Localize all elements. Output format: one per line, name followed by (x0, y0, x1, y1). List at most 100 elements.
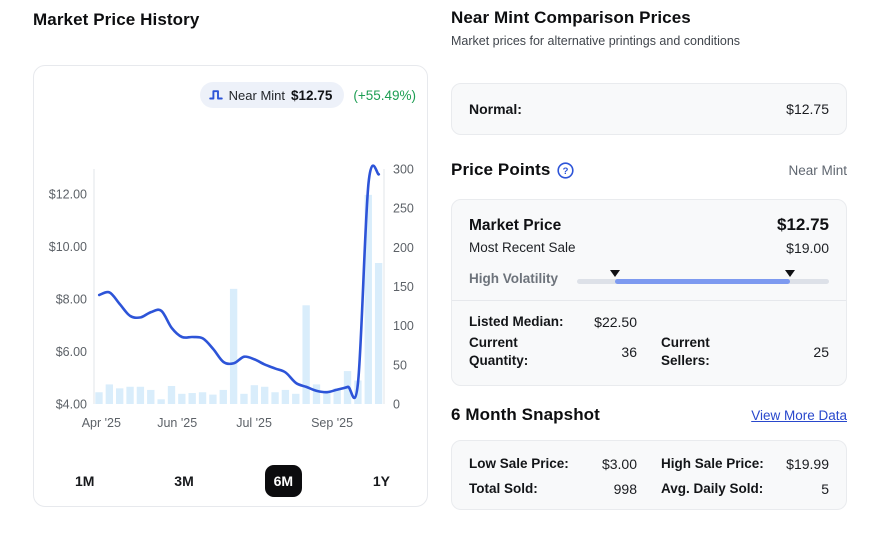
comparison-title: Near Mint Comparison Prices (451, 8, 691, 27)
total-sold-value: 998 (613, 481, 637, 498)
condition-label: Near Mint (788, 162, 847, 178)
volume-bar (116, 388, 124, 404)
volume-bar (95, 392, 103, 404)
page-title: Market Price History (33, 10, 200, 29)
y-left-tick: $6.00 (56, 345, 87, 359)
y-left-tick: $10.00 (49, 240, 87, 254)
volume-bar (312, 384, 321, 404)
y-right-tick: 0 (393, 398, 400, 412)
volatility-slider (577, 269, 829, 286)
range-button-1y[interactable]: 1Y (364, 465, 399, 497)
x-tick: Sep '25 (311, 416, 353, 430)
price-points-stats: Listed Median: $22.50 Current Quantity: … (469, 313, 829, 371)
volume-bar (147, 389, 155, 404)
y-left-tick: $4.00 (56, 398, 87, 412)
time-range-selector: 1M 3M 6M 1Y (34, 464, 427, 498)
x-tick: Jul '25 (236, 416, 272, 430)
volume-bar (271, 392, 279, 404)
range-button-3m[interactable]: 3M (165, 465, 202, 497)
comparison-and-stats-section: Near Mint Comparison Prices Market price… (451, 0, 847, 534)
normal-label: Normal: (469, 101, 522, 117)
question-circle-icon[interactable]: ? (557, 161, 575, 179)
chart-legend: Near Mint $12.75 (+55.49%) (199, 82, 416, 108)
volume-bar (209, 394, 217, 404)
volume-bar (302, 305, 310, 404)
current-sellers-label: Current Sellers: (661, 335, 710, 369)
price-history-card: Near Mint $12.75 (+55.49%) $12.00 $10.00 $… (33, 65, 428, 507)
y-right-tick: 250 (393, 202, 414, 216)
volume-bar (126, 386, 134, 404)
x-tick: Jun '25 (157, 416, 197, 430)
price-line (97, 164, 381, 400)
current-quantity-label: Current Quantity: (469, 335, 529, 369)
range-button-6m[interactable]: 6M (264, 465, 303, 497)
volatility-label: High Volatility (469, 271, 559, 286)
y-left-tick: $12.00 (49, 187, 87, 201)
snapshot-header: 6 Month Snapshot View More Data (451, 405, 847, 425)
total-sold-label: Total Sold: (469, 481, 538, 497)
market-price-label: Market Price (469, 217, 562, 234)
avg-daily-sold-value: 5 (821, 481, 829, 498)
view-more-data-link[interactable]: View More Data (751, 408, 847, 423)
volatility-row: High Volatility (469, 269, 829, 286)
volume-bar (188, 393, 196, 404)
price-points-title: Price Points (451, 160, 551, 179)
legend-series-price: $12.75 (291, 87, 333, 103)
y-right-tick: 150 (393, 280, 414, 294)
snapshot-card: Low Sale Price: $3.00 High Sale Price: $… (451, 440, 847, 510)
y-left-tick: $8.00 (56, 293, 87, 307)
volume-bar (229, 288, 238, 404)
volume-bar (105, 384, 114, 404)
divider (452, 300, 846, 301)
volatility-active-range (614, 278, 790, 284)
volume-bar (136, 386, 145, 404)
legend-percent-change: (+55.49%) (353, 87, 416, 103)
volume-bar (157, 399, 165, 404)
price-points-card: Market Price $12.75 Most Recent Sale $19… (451, 199, 847, 386)
avg-daily-sold-label: Avg. Daily Sold: (661, 481, 764, 497)
high-sale-price-label: High Sale Price: (661, 456, 764, 471)
y-right-tick: 300 (393, 163, 414, 177)
market-price-value: $12.75 (777, 215, 829, 234)
price-history-chart[interactable]: $12.00 $10.00 $8.00 $6.00 $4.00 300 250 200 150 1… (34, 161, 429, 433)
recent-sale-label: Most Recent Sale (469, 240, 576, 255)
y-right-tick: 200 (393, 241, 414, 255)
current-quantity-value: 36 (621, 344, 637, 361)
recent-sale-value: $19.00 (786, 240, 829, 256)
volume-bar (198, 392, 207, 404)
volatility-marker-low-icon (609, 269, 620, 277)
svg-text:?: ? (563, 166, 569, 177)
volume-bar (167, 385, 176, 404)
normal-value: $12.75 (786, 101, 829, 117)
volume-bar (333, 388, 341, 404)
legend-near-mint-pill[interactable]: Near Mint $12.75 (199, 82, 345, 108)
volume-bar (240, 393, 248, 404)
y-right-tick: 50 (393, 358, 407, 372)
comparison-subtitle: Market prices for alternative printings … (451, 34, 741, 48)
volume-bar (250, 385, 259, 404)
volume-bar (261, 386, 269, 404)
pulse-icon (208, 88, 223, 102)
volume-bar (323, 392, 331, 404)
x-tick: Apr '25 (82, 416, 121, 430)
volume-bar (364, 194, 372, 404)
low-sale-price-value: $3.00 (601, 456, 637, 473)
volume-bar (292, 393, 300, 404)
volatility-marker-high-icon (784, 269, 795, 277)
volume-bar (281, 389, 290, 404)
normal-price-row: Normal: $12.75 (451, 83, 847, 135)
range-button-1m[interactable]: 1M (66, 465, 103, 497)
current-sellers-value: 25 (813, 344, 829, 361)
price-points-header: Price Points ? Near Mint (451, 160, 847, 180)
listed-median-value: $22.50 (594, 314, 637, 331)
snapshot-title: 6 Month Snapshot (451, 405, 600, 424)
volume-bar (178, 393, 186, 404)
volume-bar (374, 263, 383, 404)
low-sale-price-label: Low Sale Price: (469, 456, 569, 471)
legend-series-name: Near Mint (228, 87, 286, 103)
listed-median-label: Listed Median: (469, 314, 564, 329)
y-right-tick: 100 (393, 319, 414, 333)
volume-bar (219, 389, 227, 404)
high-sale-price-value: $19.99 (786, 456, 829, 473)
